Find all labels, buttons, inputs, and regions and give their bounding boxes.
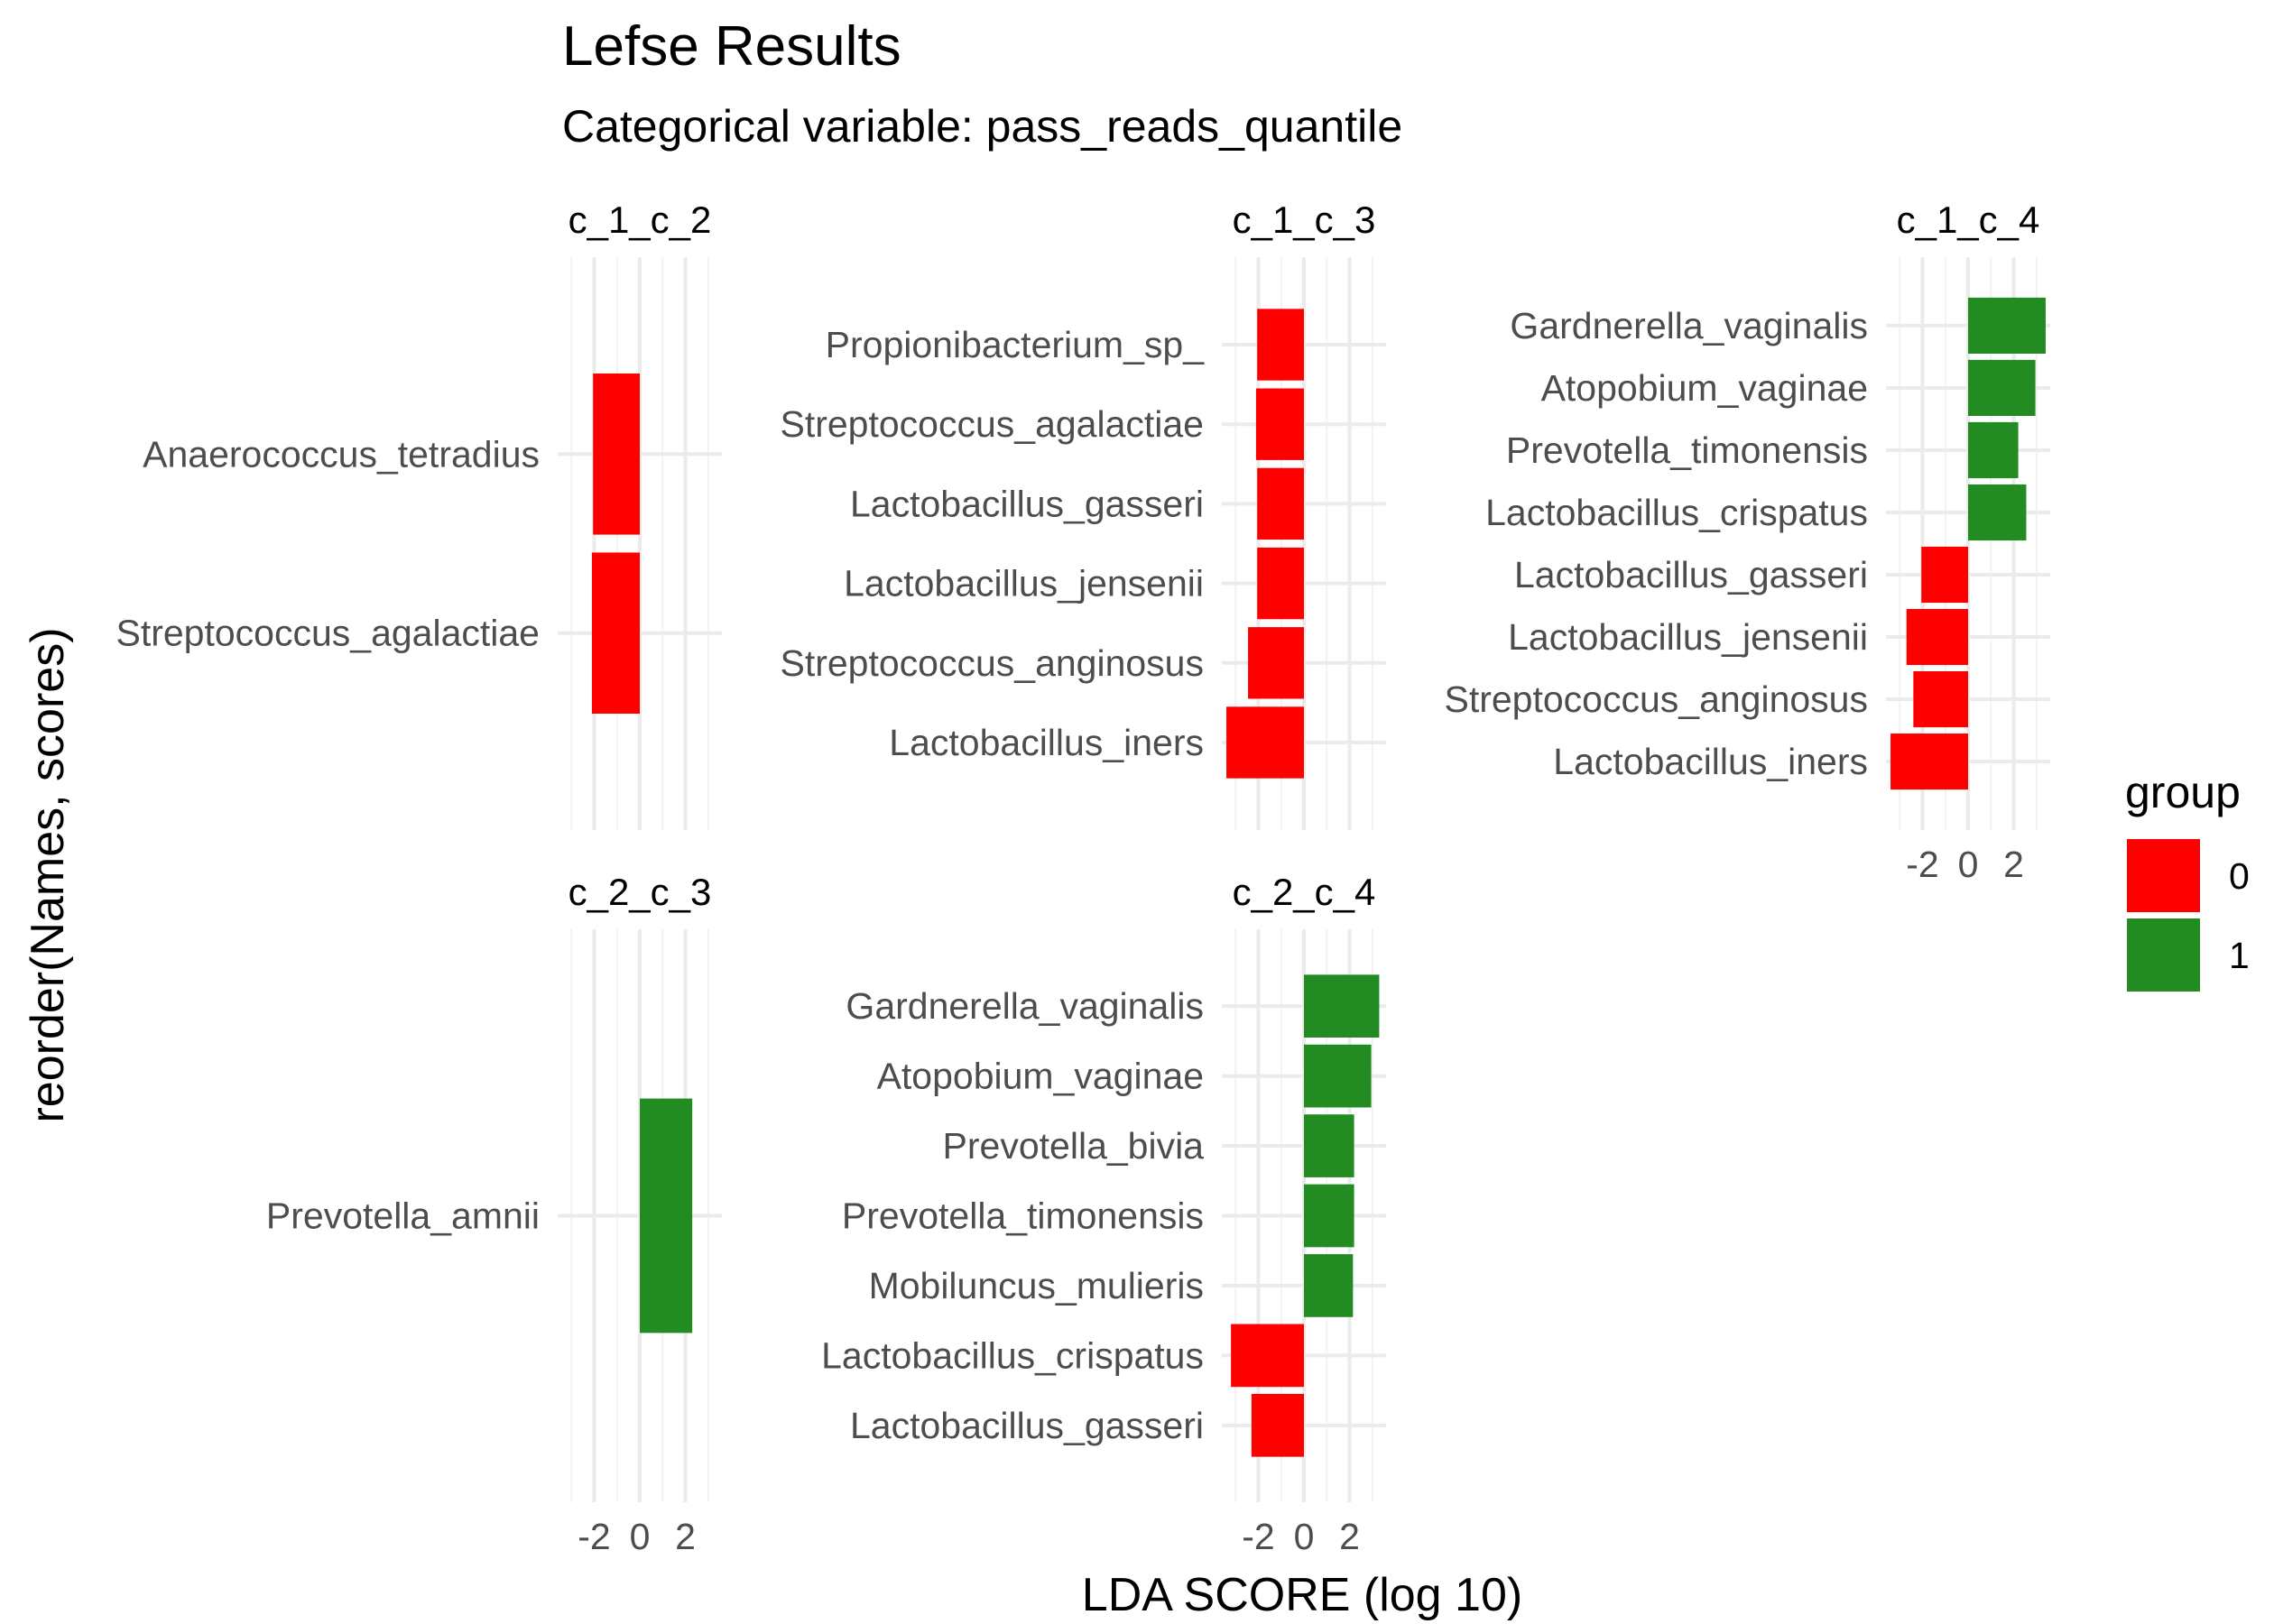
category-label: Streptococcus_agalactiae: [780, 403, 1204, 445]
category-label: Gardnerella_vaginalis: [846, 985, 1204, 1027]
x-tick-label: -2: [1906, 844, 1938, 885]
chart-title: Lefse Results: [562, 15, 901, 78]
category-label: Lactobacillus_crispatus: [821, 1334, 1204, 1376]
bar: [1251, 1393, 1304, 1457]
category-label: Lactobacillus_gasseri: [850, 1405, 1204, 1446]
category-label: Atopobium_vaginae: [1541, 367, 1868, 409]
x-tick-label: 0: [1958, 844, 1979, 885]
panel-c_1_c_3: c_1_c_3 Propionibacterium_sp_ Streptococcu…: [780, 198, 1386, 830]
bar: [1304, 1044, 1372, 1108]
bar: [1968, 484, 2027, 541]
bar: [1968, 359, 2036, 417]
bar: [1304, 1184, 1354, 1248]
bar: [1257, 309, 1304, 381]
category-label: Lactobacillus_iners: [889, 722, 1204, 763]
legend-title: group: [2125, 767, 2241, 817]
panel-c_1_c_4: c_1_c_4 Gardnerella_vaginalis Atopobium_va…: [1444, 198, 2050, 885]
bar: [1304, 1254, 1354, 1317]
category-label: Anaerococcus_tetradius: [143, 433, 540, 475]
x-tick-label: 2: [2003, 844, 2024, 885]
panel-c_1_c_2: c_1_c_2 Anaerococcus_tetradius Streptococc…: [116, 198, 722, 830]
legend-label-1: 1: [2229, 935, 2250, 976]
legend-key-0: [2127, 839, 2200, 912]
bar: [1226, 706, 1304, 779]
facet-panels: c_1_c_2 Anaerococcus_tetradius Streptococc…: [116, 198, 2050, 1557]
x-tick-label: 0: [1294, 1516, 1315, 1557]
panel-c_2_c_3: c_2_c_3 Prevotella_amnii -2 0 2: [266, 871, 722, 1557]
x-axis-title: LDA SCORE (log 10): [1082, 1569, 1522, 1621]
bar: [593, 373, 640, 535]
facet-strip-label: c_1_c_3: [1233, 198, 1376, 241]
bar: [1248, 627, 1304, 699]
category-label: Prevotella_timonensis: [842, 1195, 1204, 1237]
bar: [1255, 388, 1304, 460]
category-label: Mobiluncus_mulieris: [869, 1265, 1204, 1306]
x-tick-label: -2: [578, 1516, 610, 1557]
x-tick-label: 2: [675, 1516, 696, 1557]
facet-strip-label: c_2_c_4: [1233, 871, 1376, 913]
category-label: Streptococcus_anginosus: [780, 642, 1204, 684]
category-label: Streptococcus_agalactiae: [116, 613, 540, 654]
bar: [1890, 734, 1968, 790]
category-label: Prevotella_amnii: [266, 1195, 540, 1237]
facet-strip-label: c_2_c_3: [568, 871, 712, 913]
bar: [1968, 421, 2019, 479]
category-label: Prevotella_timonensis: [1506, 429, 1868, 471]
category-label: Lactobacillus_gasseri: [1514, 554, 1868, 595]
bar: [1304, 1114, 1354, 1177]
category-label: Lactobacillus_iners: [1553, 741, 1868, 782]
bar: [1906, 608, 1968, 666]
category-label: Propionibacterium_sp_: [826, 324, 1206, 365]
bar: [1968, 297, 2046, 354]
bar: [1304, 974, 1380, 1038]
category-label: Streptococcus_anginosus: [1444, 678, 1868, 720]
bar: [1257, 467, 1304, 540]
x-tick-label: 0: [630, 1516, 651, 1557]
category-label: Lactobacillus_crispatus: [1485, 492, 1868, 533]
bar: [640, 1098, 693, 1333]
category-label: Gardnerella_vaginalis: [1510, 305, 1868, 346]
x-tick-label: 2: [1339, 1516, 1360, 1557]
legend: group 0 1: [2125, 767, 2250, 992]
legend-label-0: 0: [2229, 855, 2250, 897]
bar: [1921, 546, 1968, 604]
category-label: Lactobacillus_gasseri: [850, 483, 1204, 524]
y-axis-title: reorder(Names, scores): [22, 627, 74, 1122]
bar: [591, 552, 640, 715]
facet-strip-label: c_1_c_2: [568, 198, 712, 241]
panel-c_2_c_4: c_2_c_4 Gardnerella_vaginalis Atopobium_va…: [821, 871, 1386, 1557]
bar: [1231, 1324, 1304, 1388]
legend-key-1: [2127, 918, 2200, 992]
category-label: Lactobacillus_jensenii: [844, 563, 1204, 604]
facet-strip-label: c_1_c_4: [1897, 198, 2040, 241]
category-label: Lactobacillus_jensenii: [1508, 616, 1868, 658]
x-tick-label: -2: [1242, 1516, 1274, 1557]
category-label: Atopobium_vaginae: [877, 1056, 1204, 1097]
category-label: Prevotella_bivia: [943, 1125, 1205, 1167]
bar: [1913, 670, 1968, 728]
bar: [1257, 547, 1304, 620]
chart-subtitle: Categorical variable: pass_reads_quantil…: [562, 101, 1402, 152]
